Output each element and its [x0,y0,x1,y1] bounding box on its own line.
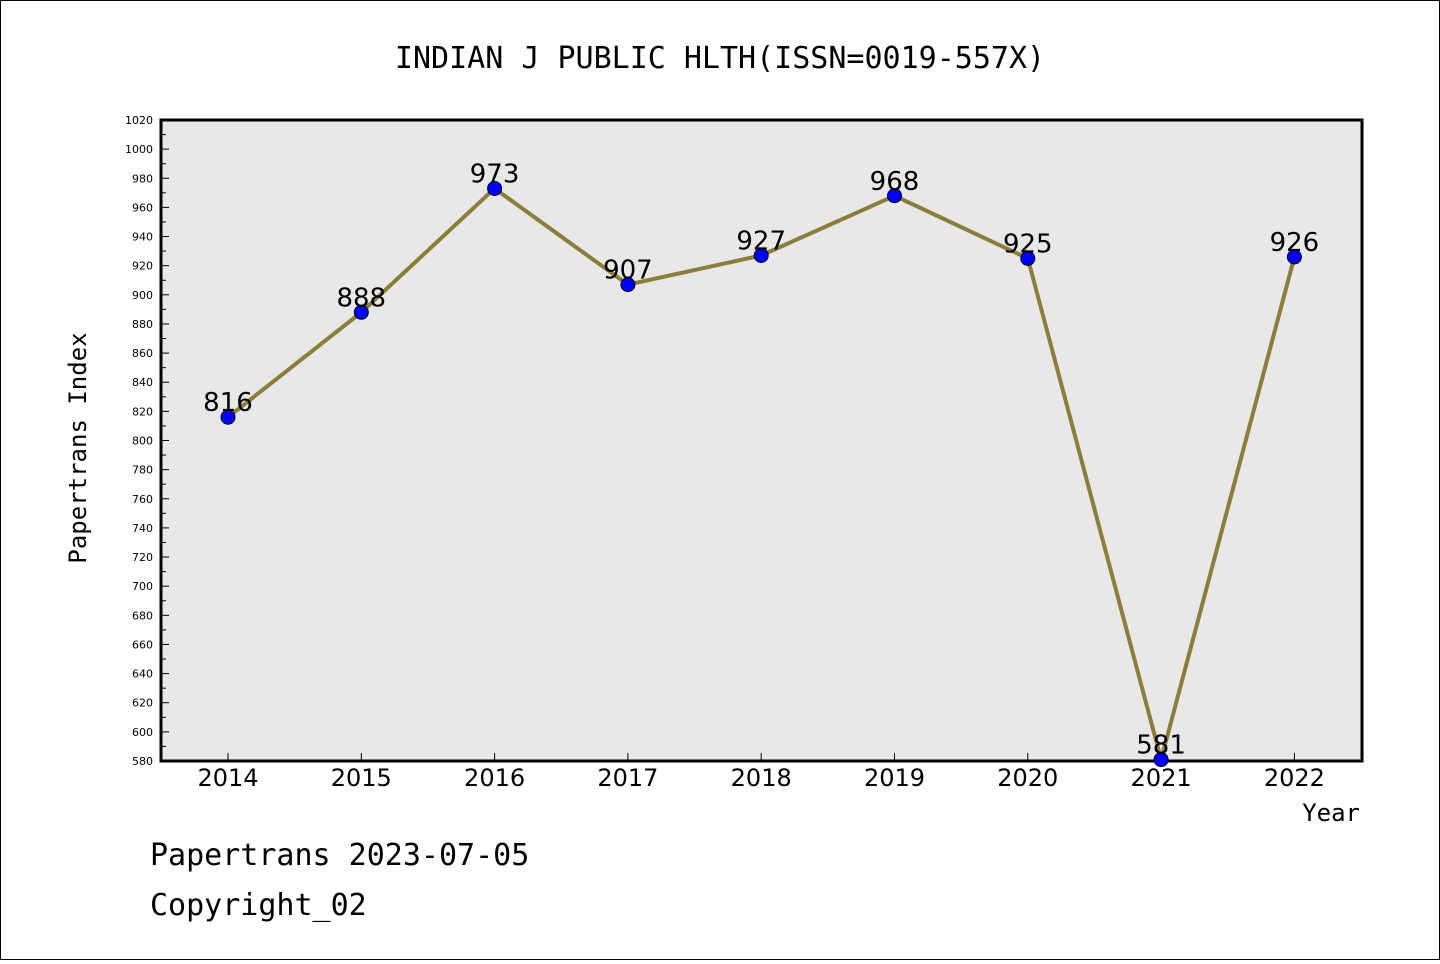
y-tick-label: 720 [132,551,153,564]
y-tick-label: 860 [132,347,153,360]
y-tick-label: 640 [132,668,153,681]
y-tick-label: 800 [132,435,153,448]
y-tick-label: 1020 [125,114,153,127]
y-tick-label: 900 [132,289,153,302]
y-tick-label: 660 [132,638,153,651]
y-tick-label: 740 [132,522,153,535]
x-tick-label: 2019 [864,764,925,792]
data-label: 973 [470,159,520,189]
data-label: 888 [336,283,386,313]
x-tick-label: 2022 [1264,764,1325,792]
data-point [1153,752,1169,768]
series-papertrans-index [220,180,1302,768]
x-tick-label: 2016 [464,764,525,792]
data-label: 926 [1270,228,1320,258]
x-tick-label: 2020 [997,764,1058,792]
y-tick-label: 980 [132,172,153,185]
chart-title: INDIAN J PUBLIC HLTH(ISSN=0019-557X) [395,41,1045,76]
y-tick-label: 940 [132,231,153,244]
x-tick-label: 2015 [331,764,392,792]
data-label: 968 [870,167,920,197]
data-label: 925 [1003,229,1053,259]
data-label: 907 [603,256,653,286]
data-point [487,180,503,196]
y-tick-label: 600 [132,726,153,739]
y-tick-label: 880 [132,318,153,331]
data-point [620,277,636,293]
y-axis-label: Papertrans Index [64,332,92,563]
y-tick-label: 920 [132,260,153,273]
y-tick-label: 1000 [125,143,153,156]
data-point [753,247,769,263]
y-tick-label: 680 [132,609,153,622]
data-label: 581 [1136,731,1186,761]
x-tick-label: 2021 [1131,764,1192,792]
y-tick-label: 620 [132,697,153,710]
data-point [353,304,369,320]
x-axis: 2014 2015 2016 2017 2018 2019 2020 2021 2022 [197,753,1325,792]
y-tick-label: 960 [132,201,153,214]
x-tick-label: 2017 [597,764,658,792]
y-tick-label: 760 [132,493,153,506]
footer-date: Papertrans 2023-07-05 [150,838,529,873]
y-tick-label: 580 [132,755,153,768]
data-label: 816 [203,388,253,418]
data-point [887,188,902,204]
footer-copyright: Copyright_02 [150,888,367,923]
data-point [1286,249,1302,265]
y-tick-label: 840 [132,376,153,389]
x-tick-label: 2018 [731,764,792,792]
x-axis-label: Year [1302,799,1360,827]
data-point [220,409,236,425]
y-tick-label: 700 [132,580,153,593]
y-tick-label: 820 [132,405,153,418]
data-label: 927 [736,226,786,256]
data-labels: 816 888 973 907 927 968 925 581 926 [203,159,1319,760]
x-tick-label: 2014 [197,764,258,792]
plot-area [159,118,1364,763]
y-tick-label: 780 [132,464,153,477]
data-point [1020,250,1036,266]
y-axis: 580 600 620 640 660 680 700 720 740 760 780 800 820 8… [125,114,169,768]
